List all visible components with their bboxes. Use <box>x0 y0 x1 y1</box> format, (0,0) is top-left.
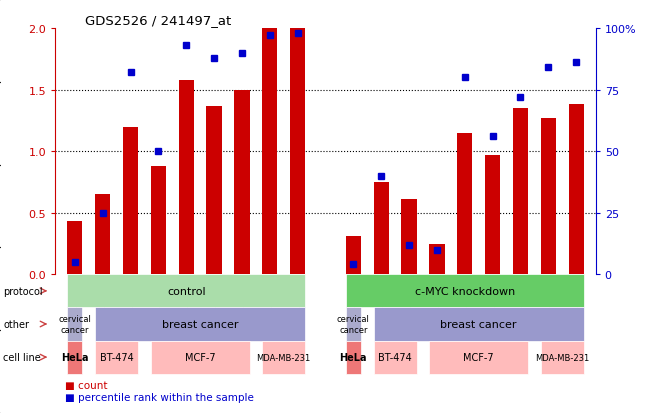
Text: other: other <box>3 319 29 329</box>
Bar <box>374 183 389 275</box>
Text: BT-474: BT-474 <box>100 352 133 362</box>
Bar <box>485 155 500 275</box>
Text: cervical
cancer: cervical cancer <box>337 315 370 334</box>
Text: breast cancer: breast cancer <box>162 319 238 329</box>
Bar <box>429 244 445 275</box>
Bar <box>290 29 305 275</box>
Bar <box>457 133 473 275</box>
Text: HeLa: HeLa <box>61 352 89 362</box>
Text: ■ count: ■ count <box>65 380 107 390</box>
Text: c-MYC knockdown: c-MYC knockdown <box>415 286 515 296</box>
Text: BT-474: BT-474 <box>378 352 412 362</box>
Bar <box>123 127 138 275</box>
Text: MDA-MB-231: MDA-MB-231 <box>535 353 589 362</box>
Text: HeLa: HeLa <box>340 352 367 362</box>
Text: MCF-7: MCF-7 <box>464 352 494 362</box>
Text: breast cancer: breast cancer <box>441 319 517 329</box>
Text: cervical
cancer: cervical cancer <box>59 315 91 334</box>
Text: ■ percentile rank within the sample: ■ percentile rank within the sample <box>65 392 254 403</box>
Text: GDS2526 / 241497_at: GDS2526 / 241497_at <box>85 14 231 27</box>
Bar <box>234 90 249 275</box>
Bar <box>346 237 361 275</box>
Bar <box>67 222 83 275</box>
Bar <box>262 29 277 275</box>
Bar <box>402 200 417 275</box>
Bar <box>568 105 584 275</box>
Text: MDA-MB-231: MDA-MB-231 <box>256 353 311 362</box>
Text: MCF-7: MCF-7 <box>185 352 215 362</box>
Bar <box>151 166 166 275</box>
Bar <box>95 195 110 275</box>
Bar <box>178 81 194 275</box>
Text: control: control <box>167 286 206 296</box>
Bar <box>206 106 222 275</box>
Bar <box>541 119 556 275</box>
Bar <box>513 109 528 275</box>
Text: protocol: protocol <box>3 286 43 296</box>
Text: cell line: cell line <box>3 352 41 362</box>
